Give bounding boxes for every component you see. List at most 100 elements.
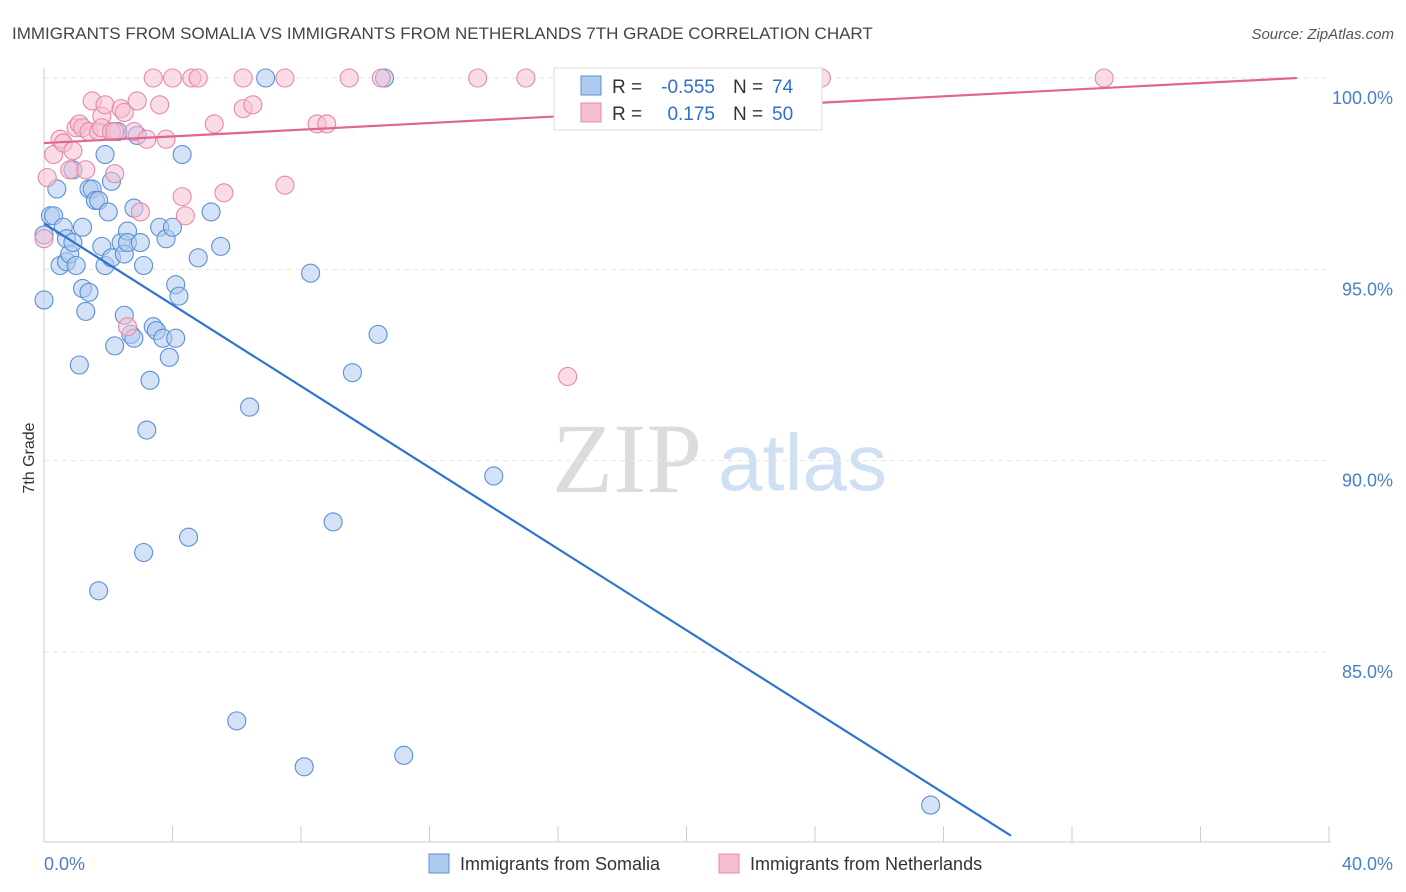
data-point [76, 160, 96, 180]
data-point [516, 68, 536, 88]
data-point [240, 397, 260, 417]
data-point [143, 68, 163, 88]
data-point [105, 164, 125, 184]
data-point [117, 317, 138, 337]
data-point [211, 236, 231, 256]
stats-r-label-netherlands: R = [612, 104, 642, 125]
data-point [172, 144, 192, 165]
chart-title: IMMIGRANTS FROM SOMALIA VS IMMIGRANTS FR… [12, 24, 873, 43]
data-point [394, 745, 414, 765]
chart-source: Source: ZipAtlas.com [1251, 26, 1394, 43]
data-point [140, 370, 160, 390]
data-point [137, 420, 157, 440]
data-point [73, 217, 93, 237]
data-point [137, 129, 157, 149]
data-point [159, 347, 179, 367]
data-point [37, 167, 57, 188]
data-point [79, 282, 99, 302]
data-point [1094, 68, 1114, 88]
x-tick-label-max: 40.0% [1342, 854, 1393, 874]
data-point [371, 68, 391, 88]
data-point [558, 366, 578, 387]
data-point [169, 286, 189, 306]
data-point [114, 102, 134, 122]
data-point [130, 232, 150, 253]
data-point [150, 95, 170, 115]
legend-label-netherlands: Immigrants from Netherlands [750, 854, 982, 874]
data-point [134, 255, 154, 276]
y-tick-labels: 100.0% 95.0% 90.0% 85.0% [1332, 88, 1393, 682]
data-point [339, 68, 359, 88]
data-point [188, 248, 208, 268]
data-point [227, 711, 247, 731]
data-point [66, 255, 86, 276]
data-point [162, 68, 183, 88]
data-point [105, 122, 125, 142]
data-point [484, 466, 504, 486]
data-point [368, 324, 388, 344]
stats-r-value-netherlands: 0.175 [667, 104, 715, 125]
axes [43, 68, 1331, 843]
y-tick-label: 95.0% [1342, 279, 1393, 299]
data-point [63, 141, 83, 161]
data-point [214, 183, 234, 203]
data-point [323, 512, 343, 532]
data-point [275, 175, 295, 195]
stats-n-label-somalia: N = [733, 77, 763, 98]
watermark-atlas: atlas [718, 418, 887, 507]
stats-box: R = -0.555 N = 74 R = 0.175 N = 50 [553, 67, 823, 131]
data-point [156, 129, 176, 149]
legend-swatch-somalia [428, 853, 450, 874]
data-point [179, 527, 199, 547]
data-point [201, 202, 221, 222]
watermark-zip: ZIP [552, 403, 702, 514]
stats-n-label-netherlands: N = [733, 104, 763, 125]
y-axis-label: 7th Grade [21, 422, 38, 493]
data-point [342, 363, 362, 383]
legend-label-somalia: Immigrants from Somalia [460, 854, 661, 874]
data-point [172, 187, 192, 207]
trend-line [43, 222, 1012, 837]
data-point [105, 336, 125, 356]
data-point [175, 206, 195, 226]
data-point [134, 542, 154, 563]
stats-r-label-somalia: R = [612, 77, 642, 98]
data-point [98, 202, 118, 222]
data-point [34, 290, 54, 310]
data-point [188, 68, 208, 88]
data-point [204, 114, 224, 134]
data-point [95, 144, 115, 165]
data-point [69, 355, 89, 375]
y-tick-label: 100.0% [1332, 88, 1393, 108]
data-point [166, 328, 186, 348]
data-point [162, 217, 183, 237]
data-point [921, 795, 941, 815]
legend-swatch-netherlands [718, 853, 740, 874]
stats-swatch-netherlands [580, 102, 602, 123]
gridlines [44, 77, 1329, 653]
x-tick-label-min: 0.0% [44, 854, 85, 874]
stats-swatch-somalia [580, 75, 602, 96]
stats-r-value-somalia: -0.555 [661, 77, 715, 98]
data-point [294, 757, 314, 777]
data-point [76, 301, 96, 321]
y-tick-label: 85.0% [1342, 662, 1393, 682]
stats-n-value-netherlands: 50 [772, 104, 793, 125]
data-point [256, 68, 276, 88]
data-point [60, 160, 80, 180]
data-point [317, 114, 337, 134]
data-point [130, 202, 150, 222]
data-point [95, 95, 115, 115]
y-tick-label: 90.0% [1342, 471, 1393, 491]
data-point [275, 68, 295, 88]
data-point [468, 68, 488, 88]
data-point [34, 229, 54, 249]
data-point [127, 91, 147, 111]
data-point [89, 581, 109, 601]
data-point [301, 263, 321, 283]
stats-n-value-somalia: 74 [772, 77, 794, 98]
data-point [243, 95, 263, 115]
data-point [233, 68, 253, 88]
legend: Immigrants from Somalia Immigrants from … [428, 853, 982, 874]
